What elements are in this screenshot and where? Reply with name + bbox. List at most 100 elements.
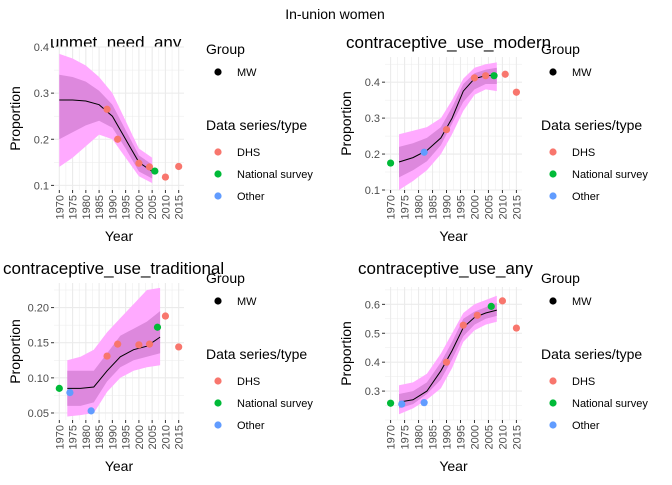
x-tick-label: 1970	[54, 425, 66, 449]
data-point-dhs	[103, 105, 111, 113]
x-tick-label: 1985	[428, 425, 440, 449]
data-point-dhs	[442, 358, 451, 366]
data-point-dhs	[135, 341, 143, 349]
y-tick-label: 0.1	[365, 185, 380, 197]
median-line	[398, 309, 497, 403]
y-tick-label: 0.10	[28, 373, 49, 385]
legend-key-mw	[549, 68, 557, 76]
data-point-dhs	[114, 340, 122, 348]
x-tick-label: 2015	[511, 425, 523, 449]
legend-key-dhs	[549, 148, 557, 156]
x-tick-label: 1975	[68, 195, 80, 219]
data-point-other	[420, 148, 428, 156]
legend-key-other	[214, 421, 222, 429]
y-tick-label: 0.15	[28, 338, 49, 350]
x-tick-label: 2015	[174, 425, 186, 449]
legend-key-other	[549, 192, 557, 200]
legend-series-item: National survey	[572, 398, 648, 410]
y-tick-label: 0.05	[28, 408, 49, 420]
data-point-national-survey	[386, 399, 395, 407]
data-point-national-survey	[151, 167, 159, 175]
x-tick-label: 1990	[442, 195, 454, 219]
y-tick-label: 0.4	[365, 357, 380, 369]
x-tick-label: 2000	[134, 195, 146, 219]
data-point-dhs	[161, 312, 170, 320]
data-point-dhs	[175, 162, 183, 171]
legend-series-item: Other	[237, 420, 265, 432]
ribbon-80	[67, 311, 161, 406]
legend-key-dhs	[549, 377, 557, 385]
legend-group-item: MW	[237, 296, 257, 308]
y-axis-label: Proportion	[7, 86, 23, 151]
y-tick-label: 0.3	[34, 88, 49, 100]
x-tick-label: 1975	[400, 195, 412, 219]
legend: Group MW Data series/type DHS National surve…	[541, 270, 648, 432]
legend-key-other	[214, 192, 222, 200]
y-tick-label: 0.5	[365, 328, 380, 340]
data-point-dhs	[145, 340, 154, 348]
data-point-dhs	[175, 343, 183, 351]
y-tick-label: 0.20	[28, 303, 49, 315]
legend-series-item: Other	[572, 191, 600, 203]
chart-panel-2: contraceptive_use_modern 0.1 0.2 0.3 0.4 1970…	[338, 33, 648, 244]
data-point-other	[398, 400, 406, 408]
page-title: In-union women	[285, 6, 385, 22]
x-tick-label: 1985	[428, 195, 440, 219]
legend-series-item: DHS	[572, 147, 595, 159]
data-point-dhs	[473, 311, 481, 319]
data-point-national-survey	[386, 159, 395, 167]
x-tick-label: 2005	[147, 425, 159, 449]
data-point-dhs	[482, 72, 490, 80]
data-point-other	[87, 407, 95, 415]
x-tick-label: 2015	[174, 195, 186, 219]
data-point-national-survey	[153, 323, 162, 331]
data-point-dhs	[161, 173, 170, 181]
y-tick-label: 0.4	[365, 77, 380, 89]
x-tick-label: 2000	[469, 195, 481, 219]
x-tick-label: 2005	[483, 425, 495, 449]
legend: Group MW Data series/type DHS National surve…	[206, 41, 313, 203]
data-point-dhs	[501, 70, 509, 78]
y-axis-label: Proportion	[338, 321, 354, 386]
legend-group-title: Group	[206, 270, 245, 286]
legend-group-item: MW	[572, 296, 592, 308]
data-point-other	[66, 389, 74, 397]
data-point-national-survey	[490, 72, 498, 80]
x-tick-label: 1990	[107, 425, 119, 449]
x-tick-label: 1970	[386, 195, 398, 219]
x-tick-label: 2000	[469, 425, 481, 449]
x-tick-label: 1975	[400, 425, 412, 449]
y-tick-label: 0.1	[34, 180, 49, 192]
legend-group-title: Group	[541, 270, 580, 286]
y-axis-label: Proportion	[7, 319, 23, 384]
legend-key-mw	[549, 297, 557, 305]
median-line	[67, 336, 161, 389]
y-tick-label: 0.2	[34, 134, 49, 146]
legend-series-item: DHS	[572, 376, 595, 388]
legend-key-national-survey	[214, 399, 222, 407]
x-tick-label: 2010	[497, 425, 509, 449]
legend-key-other	[549, 421, 557, 429]
data-point-dhs	[442, 126, 451, 134]
data-point-dhs	[498, 297, 507, 305]
x-tick-label: 1995	[455, 195, 467, 219]
x-tick-label: 1980	[414, 195, 426, 219]
x-tick-label: 2015	[511, 195, 523, 219]
legend-series-item: Other	[572, 420, 600, 432]
x-tick-label: 2010	[160, 425, 172, 449]
x-tick-label: 1995	[455, 425, 467, 449]
legend-series-item: Other	[237, 191, 265, 203]
legend-key-national-survey	[549, 170, 557, 178]
x-tick-label: 1995	[121, 425, 133, 449]
data-point-national-survey	[55, 384, 63, 392]
x-tick-label: 1970	[386, 425, 398, 449]
chart-panel-3: contraceptive_use_traditional 0.05 0.10 0.1…	[3, 259, 313, 474]
legend-group-title: Group	[541, 41, 580, 57]
data-point-dhs	[114, 135, 122, 143]
chart-title: contraceptive_use_modern	[346, 33, 551, 52]
x-tick-label: 1980	[414, 425, 426, 449]
x-tick-label: 2010	[160, 195, 172, 219]
legend-key-mw	[214, 297, 222, 305]
